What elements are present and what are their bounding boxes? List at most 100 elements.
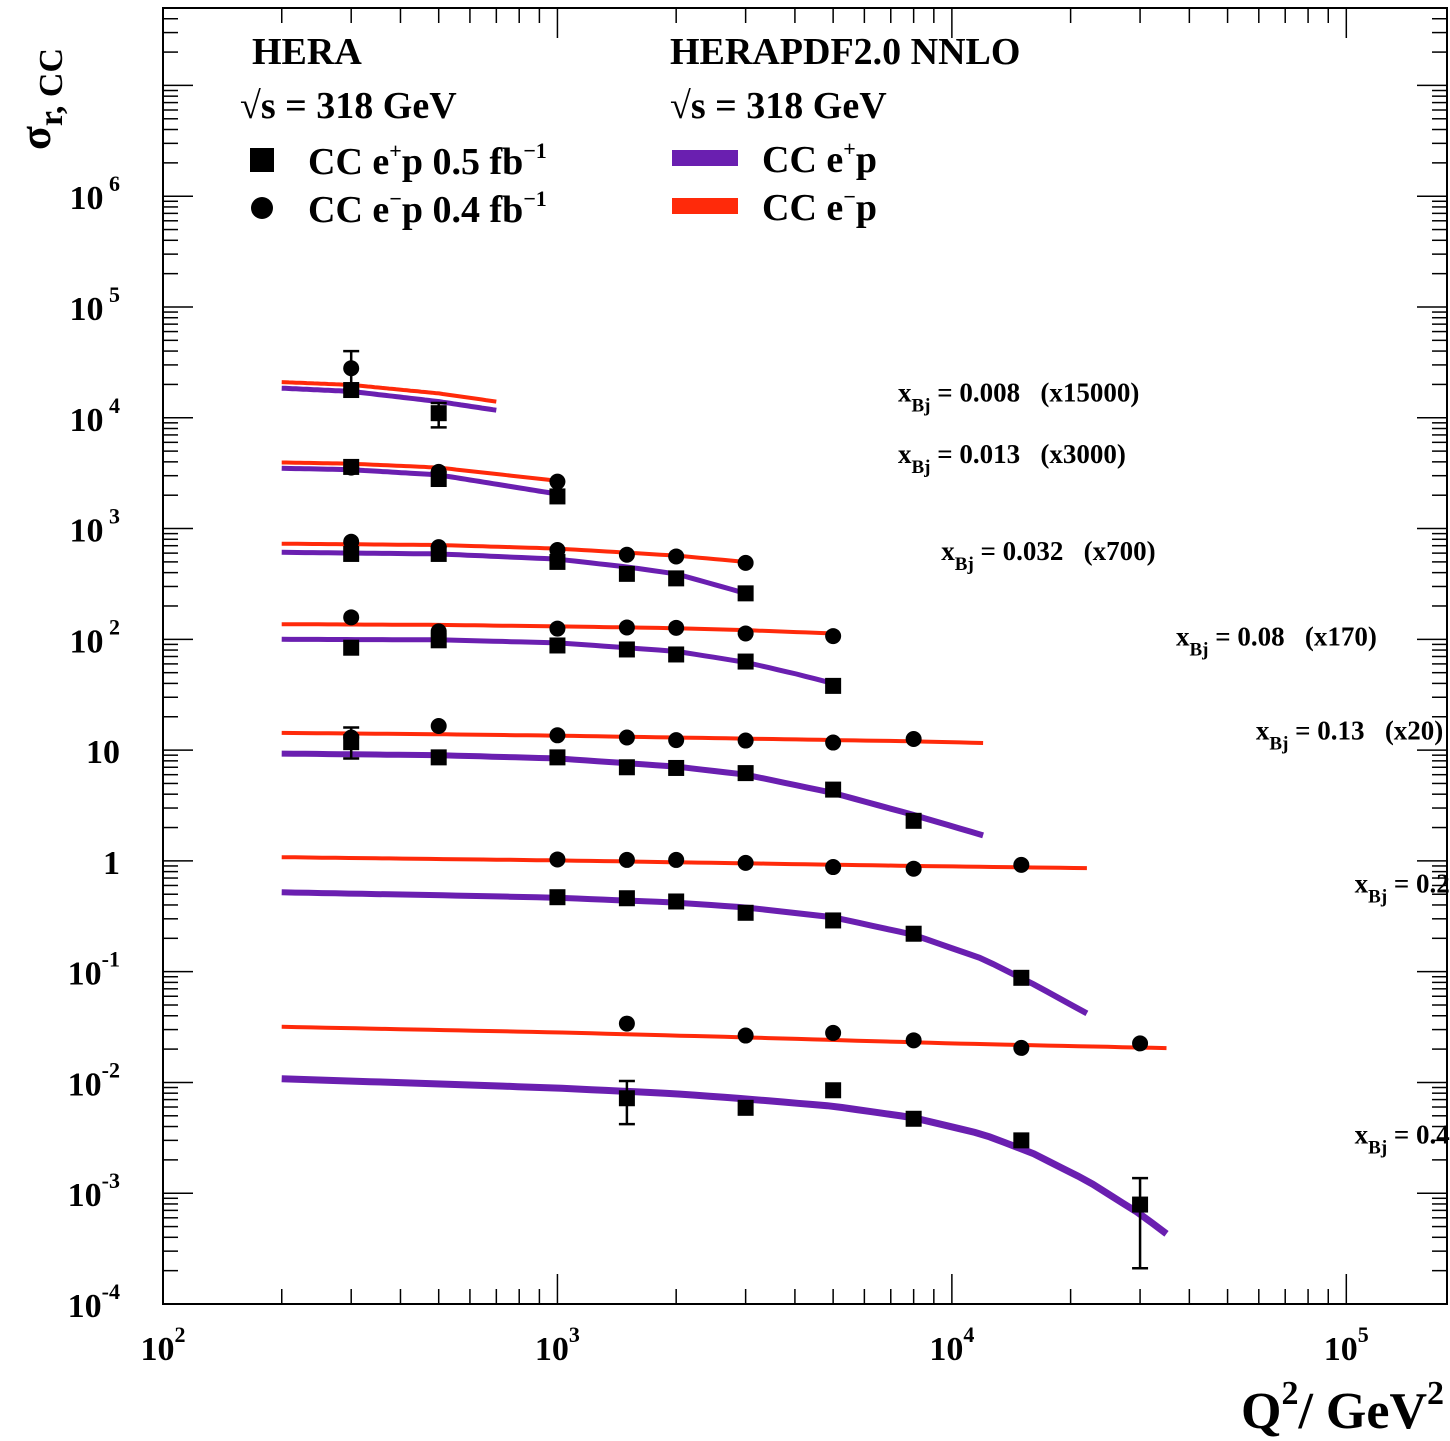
data-point-square: [549, 637, 566, 654]
data-point-square: [343, 639, 360, 656]
y-tick-exp: 4: [104, 393, 121, 418]
data-point-square: [905, 812, 922, 829]
x-tick-label: 103: [535, 1322, 580, 1368]
y-tick-base: 1: [103, 845, 120, 882]
bin-label-x: x: [1176, 621, 1190, 651]
data-points: [343, 349, 1149, 1270]
data-point-circle: [343, 459, 360, 476]
fit-curve: [281, 460, 558, 483]
bin-label-value: = 0.008: [930, 378, 1020, 408]
data-point-circle: [549, 727, 566, 744]
bin-label: xBj = 0.25 (x2): [1355, 868, 1450, 907]
data-point-circle: [618, 851, 635, 868]
data-point-square: [825, 912, 842, 929]
legend-marker-circle: [251, 197, 273, 219]
data-point-square: [905, 1110, 922, 1127]
y-tick-label: 10-2: [68, 1057, 120, 1103]
data-point-square: [905, 925, 922, 942]
y-tick-exp: -3: [102, 1168, 120, 1193]
data-point-circle: [343, 360, 360, 377]
data-point-circle: [825, 734, 842, 751]
bin-label-sub: Bj: [955, 554, 974, 575]
y-tick-label: 10-3: [68, 1168, 120, 1214]
legend-fit-swatch: [672, 150, 738, 166]
y-tick-label: 10 3: [70, 504, 121, 550]
bin-label-scale: (x700): [1063, 536, 1155, 566]
data-point-square: [668, 893, 685, 910]
data-point-square: [618, 1090, 635, 1107]
y-tick-label: 10: [86, 734, 120, 771]
legend-fit-entry: CC e−p: [762, 184, 877, 229]
y-tick-label: 10 2: [70, 614, 121, 660]
y-tick-label: 10-4: [68, 1279, 120, 1325]
y-tick-exp: -1: [102, 947, 120, 972]
y-tick-exp: 6: [104, 171, 121, 196]
legend-data-entry: CC e−p 0.4 fb−1: [308, 186, 547, 231]
data-point-square: [618, 890, 635, 907]
x-tick-exp: 4: [963, 1322, 974, 1347]
data-point-circle: [668, 851, 685, 868]
x-tick-exp: 3: [569, 1322, 580, 1347]
data-point-circle: [430, 463, 447, 480]
bin-label-x: x: [941, 536, 955, 566]
data-point-square: [430, 405, 447, 422]
x-tick-label: 104: [929, 1322, 974, 1368]
bin-label-sub: Bj: [1189, 639, 1208, 660]
x-axis-label: Q2/ GeV2: [1241, 1375, 1444, 1440]
y-tick-exp: 5: [104, 282, 121, 307]
bin-label-scale: (x170): [1285, 621, 1377, 651]
data-point-circle: [430, 539, 447, 556]
y-tick-base: 10: [68, 1066, 102, 1103]
bin-label-x: x: [1256, 715, 1270, 745]
legend-marker-square: [250, 148, 274, 172]
bin-label-sub: Bj: [1368, 1138, 1387, 1159]
bin-label: xBj = 0.08 (x170): [1176, 621, 1377, 660]
data-point-circle: [905, 730, 922, 747]
x-tick-label: 102: [141, 1322, 186, 1368]
data-point-circle: [825, 1024, 842, 1041]
data-point-circle: [905, 1032, 922, 1049]
data-point-circle: [549, 620, 566, 637]
y-tick-base: 10: [68, 956, 102, 993]
y-tick-base: 10: [70, 513, 104, 550]
data-point-square: [618, 565, 635, 582]
fit-curve: [281, 889, 1089, 1017]
data-point-circle: [618, 729, 635, 746]
legend-data-entry: CC e+p 0.5 fb−1: [308, 138, 547, 183]
data-point-circle: [825, 859, 842, 876]
fit-curve: [281, 1075, 1169, 1237]
data-point-circle: [1132, 1035, 1149, 1052]
data-point-circle: [825, 628, 842, 645]
data-point-square: [549, 553, 566, 570]
data-point-circle: [1013, 856, 1030, 873]
data-point-circle: [618, 546, 635, 563]
data-point-square: [668, 646, 685, 663]
data-point-circle: [668, 732, 685, 749]
bin-label-x: x: [898, 439, 912, 469]
x-tick-label: 105: [1324, 1322, 1369, 1368]
y-tick-base: 10: [70, 291, 104, 328]
data-point-square: [549, 488, 566, 505]
data-point-circle: [737, 554, 754, 571]
bin-label-value: = 0.032: [974, 536, 1064, 566]
data-point-circle: [737, 854, 754, 871]
data-point-square: [737, 765, 754, 782]
bin-label: xBj = 0.008 (x15000): [898, 378, 1139, 417]
data-point-circle: [430, 718, 447, 735]
bin-label-sub: Bj: [1368, 886, 1387, 907]
bin-label-scale: (x3000): [1020, 439, 1126, 469]
x-tick-base: 10: [141, 1331, 175, 1368]
bin-label-sub: Bj: [911, 396, 930, 417]
bin-label-scale: (x20): [1365, 715, 1444, 745]
data-point-circle: [668, 548, 685, 565]
data-point-circle: [549, 542, 566, 559]
data-point-circle: [549, 851, 566, 868]
data-point-circle: [343, 609, 360, 626]
bin-label-value: = 0.25: [1387, 868, 1450, 898]
legend-fit-title: HERAPDF2.0 NNLO: [670, 31, 1020, 73]
bin-label-value: = 0.013: [930, 439, 1020, 469]
fit-curve: [281, 465, 558, 497]
y-tick-label: 1: [103, 845, 120, 882]
